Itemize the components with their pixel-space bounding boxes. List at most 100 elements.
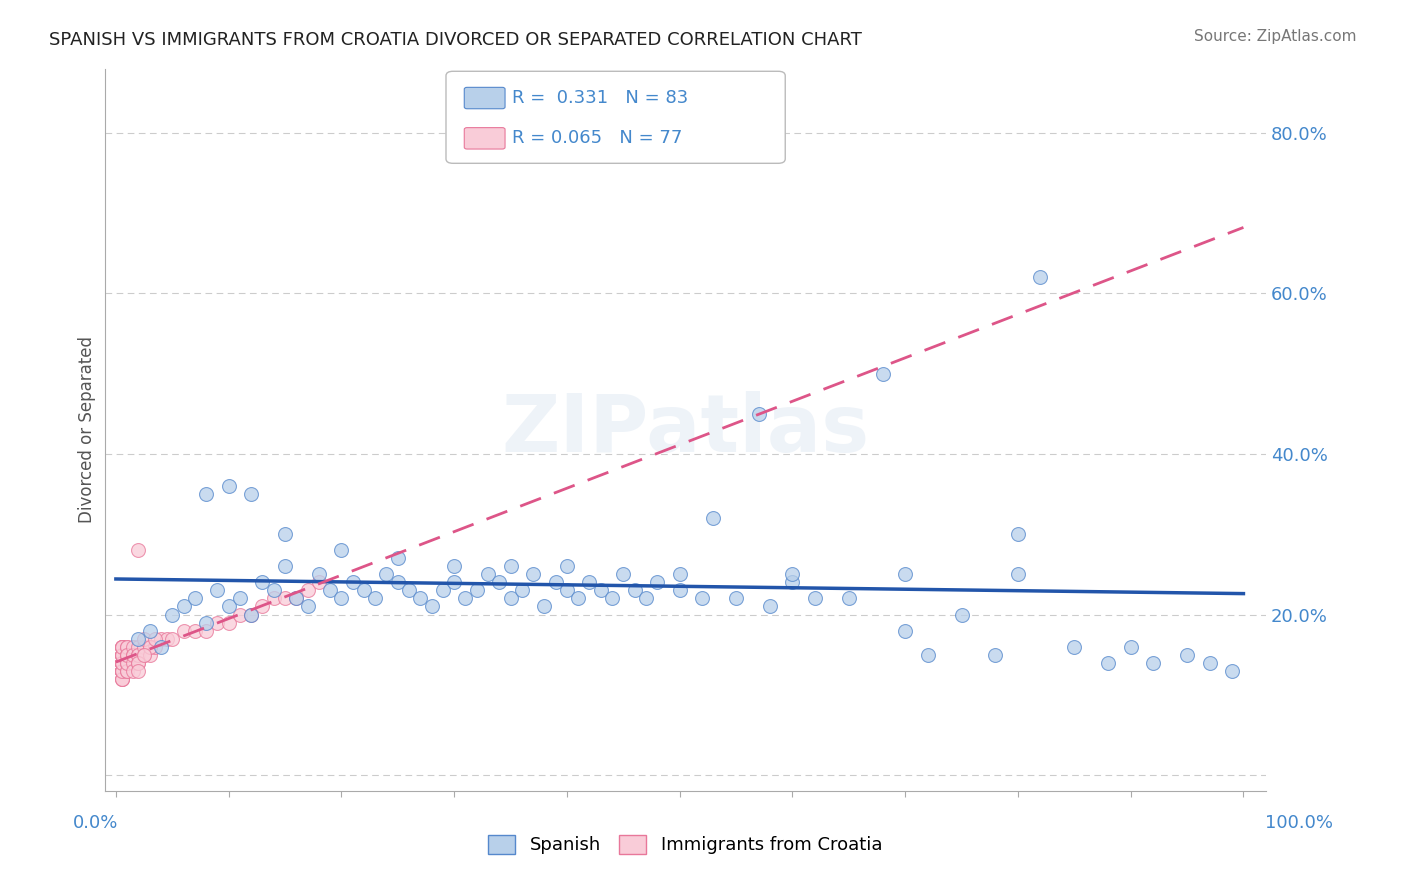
Point (127, 543, 149, 558)
Text: Source: ZipAtlas.com: Source: ZipAtlas.com (1194, 29, 1357, 44)
Point (1119, 640, 1142, 654)
Point (252, 575, 274, 590)
Point (1007, 567, 1029, 582)
Point (115, 656, 138, 670)
Point (759, 599, 782, 614)
Point (600, 591, 623, 606)
Point (319, 583, 342, 598)
Point (342, 575, 364, 590)
Point (443, 559, 465, 574)
Point (522, 567, 544, 582)
Point (555, 583, 578, 598)
Point (432, 583, 454, 598)
Point (149, 632, 172, 646)
Point (110, 656, 132, 670)
Point (207, 615, 229, 630)
Text: R =  0.331   N = 83: R = 0.331 N = 83 (512, 89, 689, 107)
Point (138, 624, 160, 638)
Point (110, 648, 132, 662)
Point (612, 567, 634, 582)
Point (173, 624, 195, 638)
Text: 100.0%: 100.0% (1265, 814, 1333, 831)
Point (110, 656, 132, 670)
Point (127, 656, 149, 670)
Point (1175, 648, 1198, 662)
Point (252, 599, 274, 614)
Point (533, 599, 555, 614)
Point (263, 591, 285, 606)
Point (110, 648, 132, 662)
Y-axis label: Divorced or Separated: Divorced or Separated (79, 336, 96, 524)
Point (110, 640, 132, 654)
Point (353, 583, 375, 598)
Point (127, 664, 149, 678)
Point (917, 648, 939, 662)
Point (645, 575, 668, 590)
Point (1029, 270, 1052, 285)
Point (387, 575, 409, 590)
Point (634, 591, 657, 606)
Point (668, 567, 690, 582)
Point (285, 591, 308, 606)
Point (567, 591, 589, 606)
Point (668, 583, 690, 598)
Point (110, 672, 132, 686)
Point (115, 648, 138, 662)
Point (240, 607, 263, 622)
Point (110, 664, 132, 678)
Point (724, 591, 747, 606)
Point (127, 640, 149, 654)
Point (872, 367, 894, 381)
Point (894, 567, 917, 582)
Point (132, 640, 155, 654)
Point (308, 567, 330, 582)
Point (838, 591, 860, 606)
Point (110, 664, 132, 678)
Point (229, 591, 252, 606)
Point (110, 672, 132, 686)
Point (409, 591, 432, 606)
Point (173, 599, 195, 614)
Point (110, 656, 132, 670)
Point (297, 599, 319, 614)
Point (110, 672, 132, 686)
Point (162, 632, 184, 646)
Point (1007, 527, 1029, 541)
Point (195, 615, 218, 630)
Point (127, 632, 149, 646)
Point (578, 575, 600, 590)
Point (127, 656, 149, 670)
Point (184, 591, 207, 606)
Point (110, 656, 132, 670)
Point (274, 559, 297, 574)
Point (1097, 656, 1119, 670)
Point (782, 575, 804, 590)
Point (510, 583, 533, 598)
Point (454, 591, 477, 606)
Point (240, 487, 263, 501)
Point (804, 591, 827, 606)
Point (110, 648, 132, 662)
Point (1198, 656, 1220, 670)
Point (110, 656, 132, 670)
Point (110, 664, 132, 678)
Point (115, 640, 138, 654)
Point (115, 640, 138, 654)
Point (1142, 656, 1164, 670)
Point (110, 648, 132, 662)
Point (138, 640, 160, 654)
Point (218, 599, 240, 614)
Point (110, 648, 132, 662)
Point (110, 664, 132, 678)
Point (121, 656, 143, 670)
Point (1220, 664, 1243, 678)
Point (488, 575, 510, 590)
Point (1063, 640, 1085, 654)
Point (110, 656, 132, 670)
Point (499, 559, 522, 574)
Point (218, 479, 240, 493)
Point (330, 543, 353, 558)
Point (121, 648, 143, 662)
Point (121, 664, 143, 678)
Legend: Spanish, Immigrants from Croatia: Spanish, Immigrants from Croatia (481, 828, 890, 862)
